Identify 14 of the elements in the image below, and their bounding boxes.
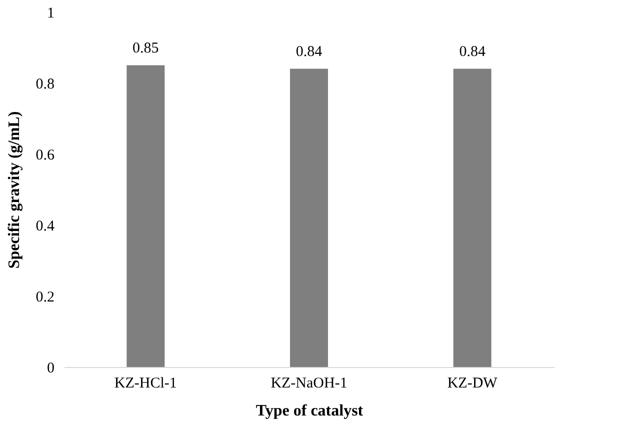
x-axis-title: Type of catalyst xyxy=(256,402,364,420)
data-label: 0.85 xyxy=(132,40,159,56)
data-label: 0.84 xyxy=(296,44,323,60)
y-tick-label: 0.6 xyxy=(36,148,55,164)
x-tick-label: KZ-HCl-1 xyxy=(114,376,177,392)
x-tick-label: KZ-NaOH-1 xyxy=(270,376,348,392)
x-tick-label: KZ-DW xyxy=(447,376,498,392)
y-tick-label: 0.8 xyxy=(36,76,54,92)
y-tick-label: 0.2 xyxy=(36,290,54,306)
y-axis-title: Specific gravity (g/mL) xyxy=(6,111,23,269)
y-tick-label: 1 xyxy=(47,6,54,22)
data-label: 0.84 xyxy=(459,44,486,60)
y-tick-label: 0 xyxy=(47,360,54,376)
y-tick-label: 0.4 xyxy=(36,218,55,234)
